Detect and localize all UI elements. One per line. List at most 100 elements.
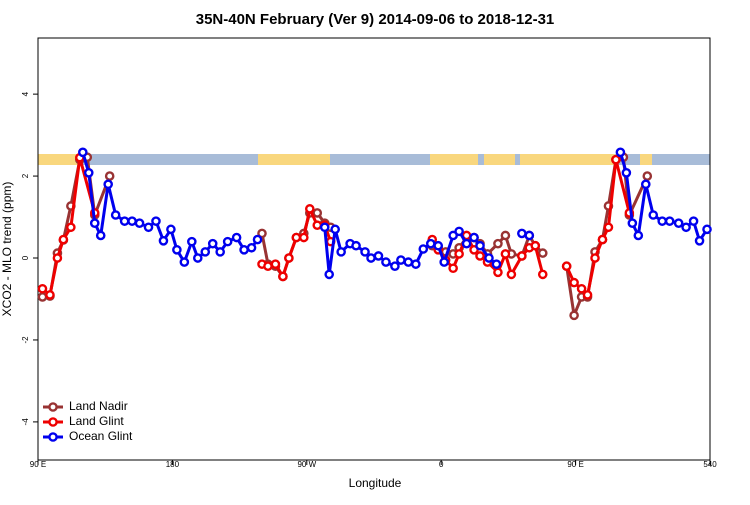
data-point bbox=[493, 267, 503, 278]
data-point bbox=[517, 228, 527, 239]
data-point bbox=[252, 234, 263, 245]
data-point bbox=[360, 247, 370, 257]
data-point bbox=[500, 249, 511, 259]
data-point bbox=[336, 247, 346, 257]
x-tick-label: 540 bbox=[703, 460, 717, 469]
data-point bbox=[231, 232, 242, 243]
data-point bbox=[603, 222, 614, 233]
y-axis-label: XCO2 - MLO trend (ppm) bbox=[0, 182, 14, 317]
data-point bbox=[517, 251, 527, 261]
data-point bbox=[621, 167, 632, 178]
data-point bbox=[119, 216, 130, 226]
series-line bbox=[42, 155, 649, 317]
data-point bbox=[673, 218, 684, 228]
data-point bbox=[45, 290, 55, 300]
x-tick-label: 90 W bbox=[297, 460, 316, 469]
data-point bbox=[461, 238, 472, 249]
data-point bbox=[454, 226, 464, 237]
data-point bbox=[664, 216, 675, 226]
data-point bbox=[104, 171, 115, 181]
data-point bbox=[439, 257, 449, 267]
data-point bbox=[590, 253, 600, 263]
data-point bbox=[657, 216, 668, 226]
data-point bbox=[95, 230, 106, 241]
data-point bbox=[615, 147, 626, 158]
x-tick-label: 90 E bbox=[30, 460, 46, 469]
data-point bbox=[270, 259, 281, 269]
series bbox=[78, 147, 712, 280]
data-point bbox=[475, 251, 485, 261]
data-point bbox=[187, 236, 197, 247]
data-point bbox=[110, 210, 121, 220]
data-point bbox=[469, 232, 479, 243]
data-point bbox=[37, 283, 48, 294]
data-point bbox=[246, 242, 257, 253]
legend-marker bbox=[48, 402, 58, 412]
y-tick-label: -2 bbox=[21, 336, 30, 344]
data-point bbox=[291, 232, 302, 243]
data-point bbox=[627, 218, 638, 228]
data-point bbox=[215, 247, 225, 257]
y-tick-label: 2 bbox=[21, 173, 30, 178]
data-point bbox=[143, 222, 154, 233]
data-point bbox=[448, 263, 458, 274]
data-point bbox=[688, 216, 699, 226]
data-point bbox=[561, 261, 572, 272]
legend-label: Land Nadir bbox=[69, 399, 128, 413]
data-point bbox=[418, 244, 429, 254]
data-point bbox=[681, 222, 691, 233]
x-tick-label: 0 bbox=[439, 460, 444, 469]
x-axis-label: Longitude bbox=[349, 476, 402, 490]
data-point bbox=[506, 269, 517, 280]
y-tick-label: 0 bbox=[21, 255, 30, 260]
data-point bbox=[304, 204, 315, 214]
data-point bbox=[312, 220, 323, 231]
data-point bbox=[702, 224, 712, 235]
data-point bbox=[642, 171, 653, 181]
data-point bbox=[396, 255, 406, 265]
data-point bbox=[411, 259, 421, 269]
data-point bbox=[151, 216, 161, 226]
data-point bbox=[537, 269, 548, 280]
data-point bbox=[200, 247, 211, 257]
data-point bbox=[373, 251, 384, 261]
y-tick-label: -4 bbox=[21, 418, 30, 426]
data-point bbox=[239, 245, 249, 255]
data-point bbox=[537, 248, 548, 258]
legend-label: Land Glint bbox=[69, 414, 124, 428]
data-point bbox=[172, 245, 182, 255]
data-point bbox=[569, 277, 579, 288]
data-point bbox=[366, 253, 376, 263]
data-point bbox=[312, 208, 323, 218]
data-point bbox=[134, 218, 145, 228]
x-tick-label: 90 E bbox=[567, 460, 583, 469]
data-point bbox=[500, 230, 511, 241]
data-point bbox=[530, 240, 541, 251]
data-point bbox=[648, 210, 659, 220]
data-point bbox=[484, 253, 494, 263]
data-point bbox=[166, 224, 176, 235]
data-point bbox=[582, 290, 593, 300]
data-point bbox=[381, 257, 391, 267]
legend-marker bbox=[48, 417, 58, 427]
data-point bbox=[390, 261, 400, 272]
data-point bbox=[89, 218, 100, 228]
data-point bbox=[284, 253, 294, 263]
data-point bbox=[66, 222, 76, 233]
data-point bbox=[78, 147, 88, 158]
data-point bbox=[425, 238, 436, 249]
data-point bbox=[330, 224, 340, 235]
data-point bbox=[192, 253, 203, 263]
data-point bbox=[179, 257, 190, 267]
data-point bbox=[324, 269, 335, 280]
data-point bbox=[524, 230, 535, 241]
x-tick-label: 180 bbox=[166, 460, 180, 469]
legend-marker bbox=[48, 432, 58, 442]
data-point bbox=[597, 234, 608, 245]
surface-band bbox=[38, 154, 710, 165]
data-point bbox=[454, 249, 464, 259]
data-point bbox=[351, 240, 361, 251]
data-point bbox=[491, 259, 502, 269]
data-point bbox=[493, 238, 503, 249]
data-point bbox=[103, 179, 113, 190]
